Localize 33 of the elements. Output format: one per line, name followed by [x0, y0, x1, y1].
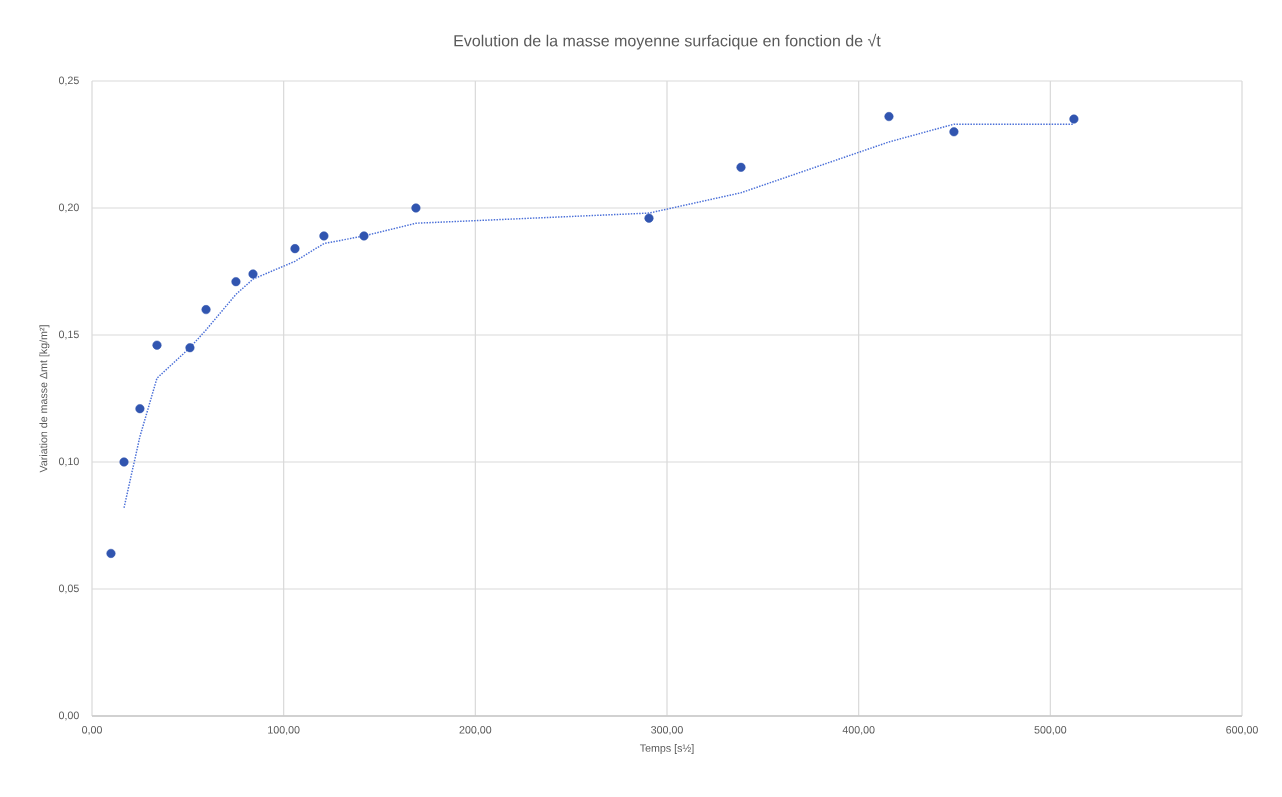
point [201, 305, 211, 315]
point [231, 277, 241, 287]
y-axis-title: Variation de masse Δmt [kg/m²] [39, 325, 50, 473]
point [135, 404, 145, 414]
point [290, 244, 300, 254]
y-tick-label: 0,15 [58, 330, 79, 340]
point [119, 457, 129, 467]
point [185, 343, 195, 353]
x-axis-title: Temps [s½] [639, 744, 694, 754]
point [1069, 114, 1079, 124]
y-tick-label: 0,20 [58, 203, 79, 213]
x-tick-label: 100,00 [268, 726, 300, 735]
point [319, 231, 329, 241]
y-tick-label: 0,10 [58, 457, 79, 467]
point [248, 269, 258, 279]
y-tick-label: 0,25 [58, 76, 79, 86]
x-tick-label: 500,00 [1034, 726, 1067, 735]
y-tick-label: 0,05 [58, 584, 79, 594]
point [359, 231, 369, 241]
point [884, 112, 894, 122]
x-tick-label: 200,00 [459, 726, 492, 735]
x-tick-label: 300,00 [651, 726, 683, 735]
point [152, 340, 162, 350]
chart-title: Evolution de la masse moyenne surfacique en fonction de √t [454, 33, 881, 50]
point [411, 203, 421, 213]
x-tick-label: 600,00 [1226, 726, 1258, 735]
point [106, 548, 116, 558]
point [949, 127, 959, 137]
y-tick-label: 0,00 [58, 711, 79, 721]
point [644, 213, 654, 223]
point [736, 162, 746, 172]
x-tick-label: 0,00 [82, 726, 102, 735]
x-tick-label: 400,00 [842, 726, 875, 735]
